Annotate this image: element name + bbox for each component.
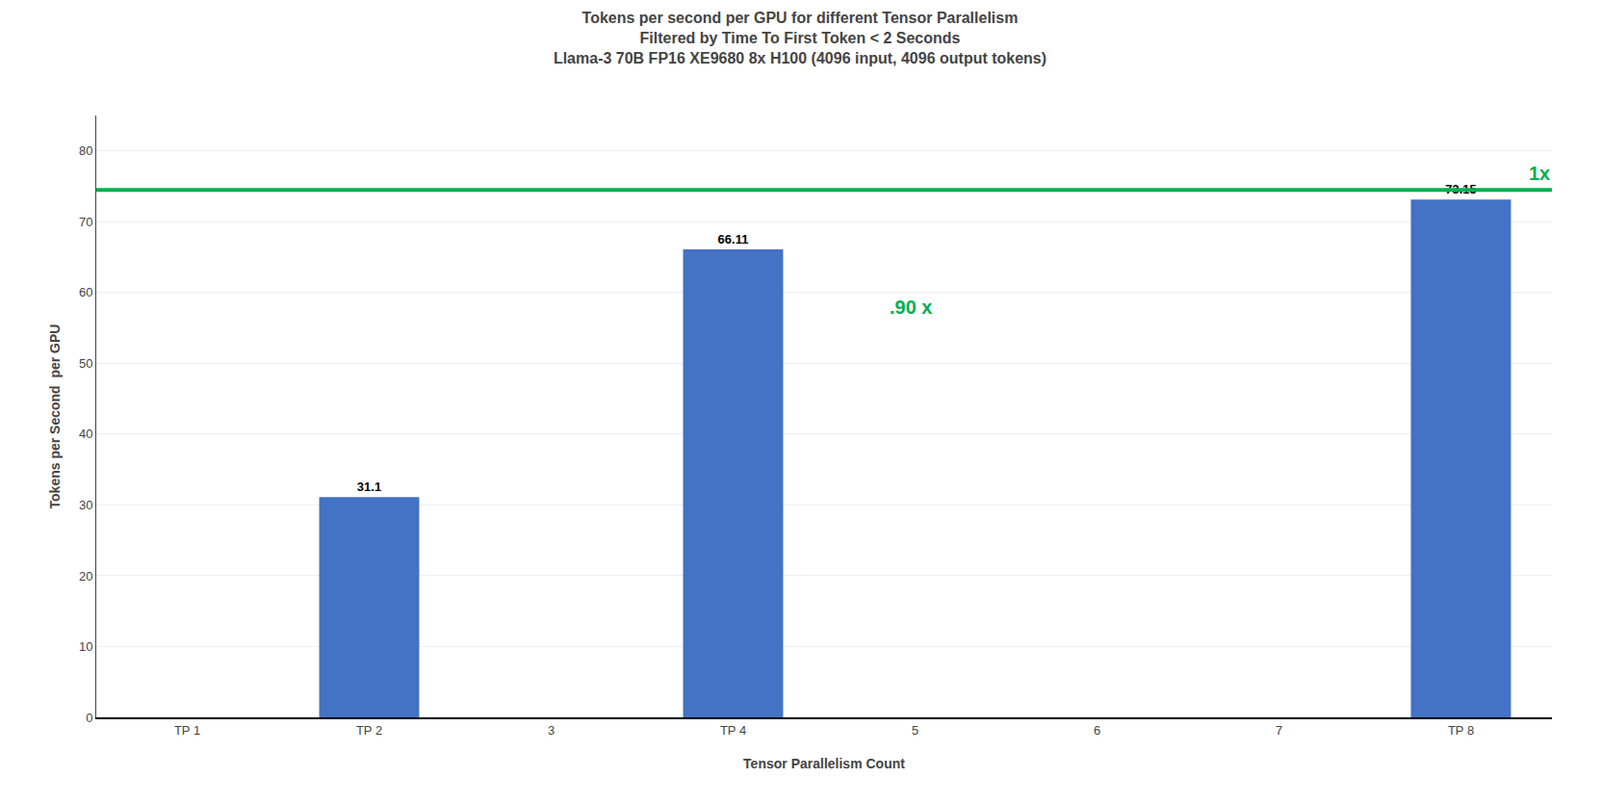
svg-text:20: 20 <box>78 567 93 583</box>
svg-text:TP 2: TP 2 <box>356 722 383 738</box>
svg-text:7: 7 <box>1275 722 1283 738</box>
svg-text:40: 40 <box>78 426 93 441</box>
svg-text:TP 4: TP 4 <box>720 722 747 738</box>
svg-text:1x: 1x <box>1528 162 1550 184</box>
svg-text:Tokens per Second per GPU: Tokens per Second per GPU <box>47 324 63 510</box>
svg-text:30: 30 <box>78 497 93 513</box>
svg-text:Tokens per second per GPU for: Tokens per second per GPU for different … <box>553 9 1047 67</box>
svg-text:60: 60 <box>78 284 93 300</box>
svg-text:3: 3 <box>547 722 555 738</box>
svg-text:TP 8: TP 8 <box>1447 722 1474 738</box>
svg-text:6: 6 <box>1093 722 1101 738</box>
svg-text:70: 70 <box>78 214 93 230</box>
svg-text:0: 0 <box>85 710 93 725</box>
svg-text:10: 10 <box>78 639 93 654</box>
svg-text:50: 50 <box>78 356 93 371</box>
svg-text:.90 x: .90 x <box>889 296 932 318</box>
svg-text:5: 5 <box>911 722 919 738</box>
svg-text:66.11: 66.11 <box>718 232 749 247</box>
svg-text:31.1: 31.1 <box>357 479 382 494</box>
svg-text:73.15: 73.15 <box>1445 181 1477 197</box>
svg-text:Tensor Parallelism Count: Tensor Parallelism Count <box>743 755 905 772</box>
svg-text:TP 1: TP 1 <box>174 722 201 738</box>
svg-text:80: 80 <box>78 143 93 158</box>
